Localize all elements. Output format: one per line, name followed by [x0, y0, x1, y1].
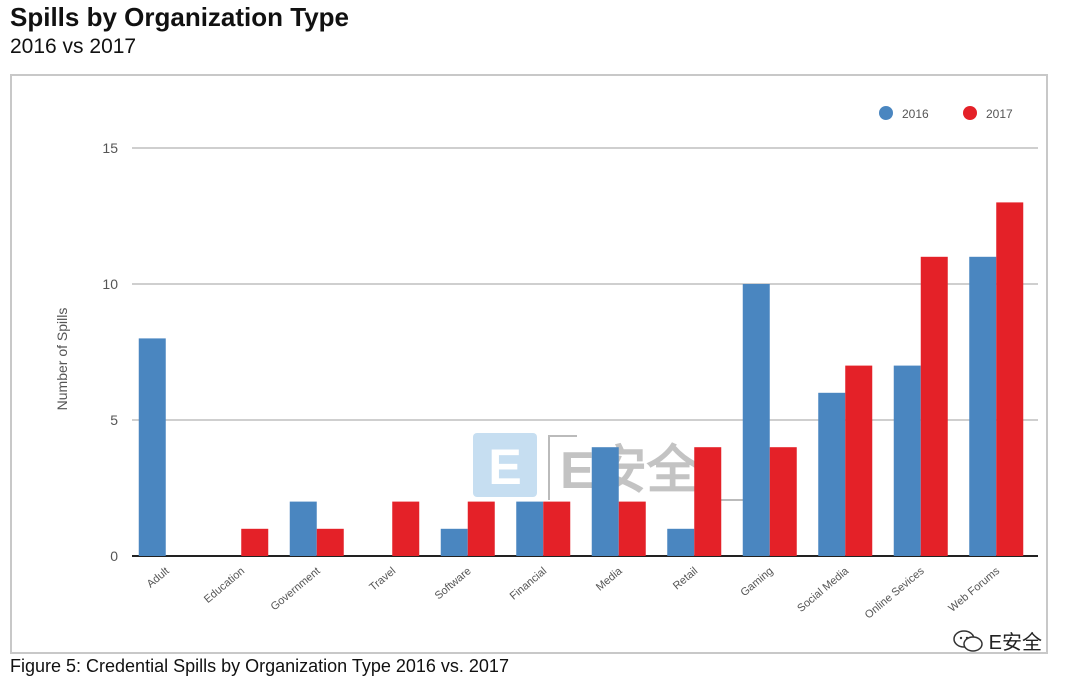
x-tick-label: Web Forums	[946, 565, 1002, 615]
bar-2017-media	[618, 501, 646, 556]
bar-2017-gaming	[769, 447, 797, 556]
y-tick-label: 10	[102, 276, 118, 292]
watermark-logo-letter: E	[488, 439, 521, 495]
y-tick-label: 5	[110, 412, 118, 428]
bar-2017-web-forums	[996, 202, 1024, 556]
bar-2017-social-media	[845, 365, 873, 556]
x-tick-label: Social Media	[795, 565, 852, 615]
bar-2016-media	[591, 447, 619, 556]
chat-icon	[952, 629, 983, 652]
bar-2016-social-media	[818, 392, 846, 556]
bar-chart: E E安全 0 5 10 15 Adult Education Government Trav…	[54, 106, 1038, 622]
x-tick-label: Retail	[671, 565, 700, 592]
x-tick-label: Travel	[367, 565, 398, 594]
bar-2016-online-sevices	[893, 365, 921, 556]
bar-2017-travel	[392, 501, 420, 556]
chart-subtitle: 2016 vs 2017	[10, 35, 137, 58]
legend-swatch-2017	[963, 106, 977, 120]
bar-2017-government	[316, 528, 344, 556]
legend-swatch-2016	[879, 106, 893, 120]
x-tick-label: Online Sevices	[863, 565, 927, 622]
watermark: E E安全	[473, 433, 746, 501]
x-tick-label: Financial	[508, 565, 549, 602]
legend-label-2016: 2016	[902, 107, 929, 121]
chart-frame: E E安全 0 5 10 15 Adult Education Government Trav…	[10, 74, 1048, 654]
bar-2016-software	[440, 528, 468, 556]
y-axis-label: Number of Spills	[54, 308, 70, 411]
figure-caption: Figure 5: Credential Spills by Organizat…	[10, 656, 509, 676]
x-tick-label: Government	[269, 565, 323, 613]
y-tick-label: 15	[102, 140, 118, 156]
grid-lines	[132, 147, 1038, 557]
legend: 2016 2017	[879, 106, 1013, 121]
watermark-logo-icon	[473, 433, 537, 497]
x-tick-label: Adult	[145, 565, 172, 590]
bar-2017-online-sevices	[920, 256, 948, 556]
bar-2016-adult	[138, 338, 166, 556]
bar-2016-web-forums	[969, 256, 997, 556]
bar-2016-financial	[516, 501, 544, 556]
legend-label-2017: 2017	[986, 107, 1013, 121]
x-tick-label: Gaming	[738, 565, 775, 599]
bar-2017-retail	[694, 447, 722, 556]
bar-2016-government	[289, 501, 317, 556]
x-tick-label: Education	[202, 565, 247, 606]
x-tick-label: Software	[433, 565, 474, 602]
bar-2016-gaming	[742, 284, 770, 556]
chart-title: Spills by Organization Type	[10, 2, 350, 32]
bars	[138, 202, 1024, 556]
bar-2017-software	[467, 501, 495, 556]
bar-2017-financial	[543, 501, 571, 556]
bar-2016-retail	[667, 528, 695, 556]
corner-watermark: E安全	[952, 626, 1042, 655]
corner-watermark-text: E安全	[988, 632, 1042, 654]
y-tick-label: 0	[110, 548, 118, 564]
bar-2017-education	[241, 528, 269, 556]
x-tick-label: Media	[594, 565, 625, 594]
watermark-center-text: E安全	[560, 441, 700, 500]
